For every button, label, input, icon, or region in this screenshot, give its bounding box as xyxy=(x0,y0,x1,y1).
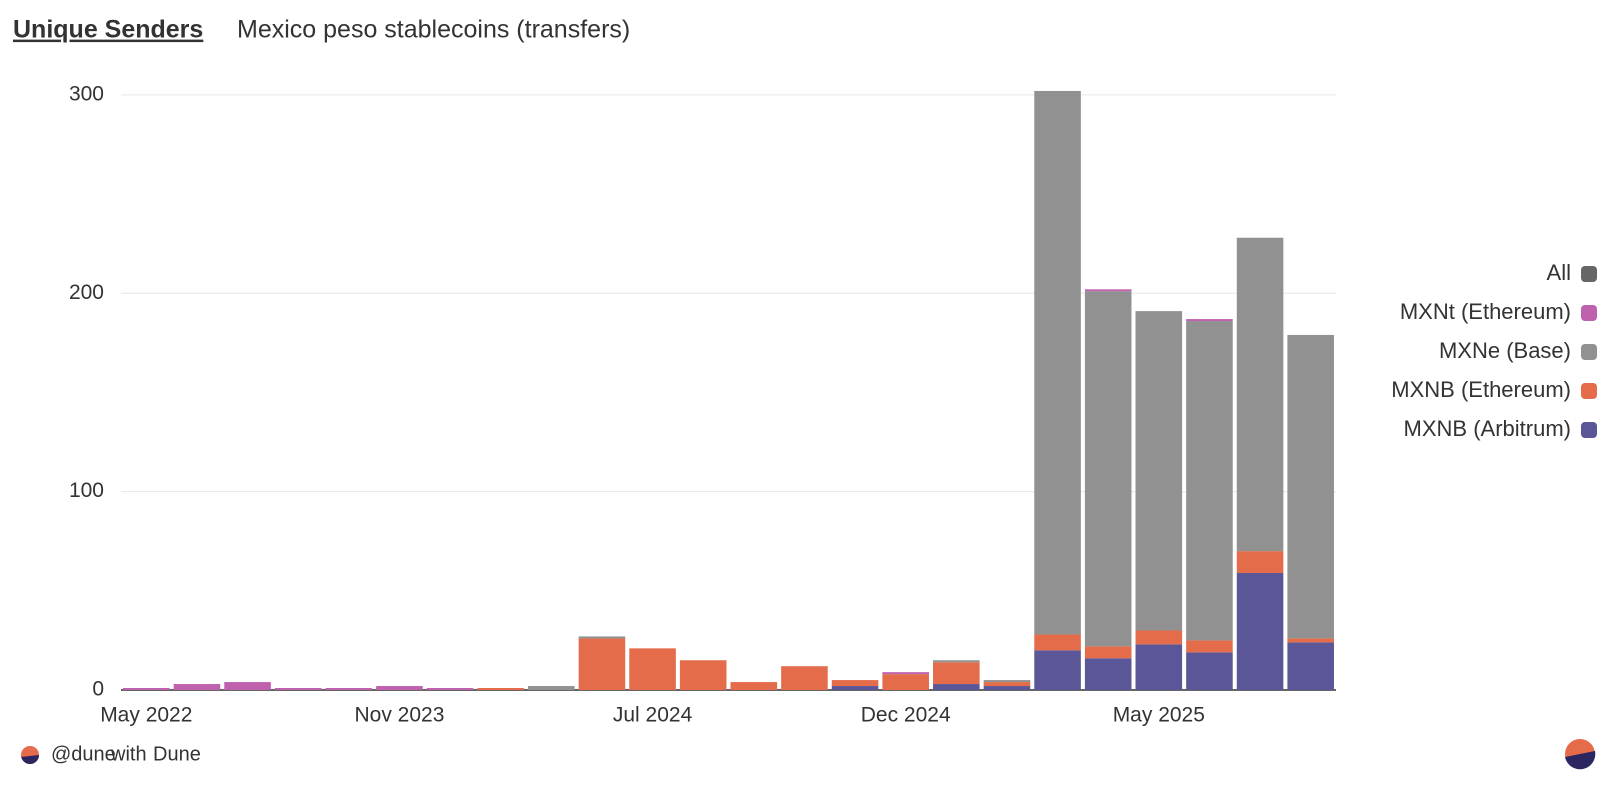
bar-segment xyxy=(983,686,1031,690)
y-tick-label: 100 xyxy=(69,479,104,502)
bar-segment xyxy=(1084,291,1132,647)
bar-segment xyxy=(933,684,980,690)
bar-segment xyxy=(781,666,828,690)
bar-segment xyxy=(1135,630,1183,645)
bar-segment xyxy=(578,638,626,690)
bar-segment xyxy=(376,686,423,690)
bar-segment xyxy=(1084,658,1132,690)
legend-swatch xyxy=(1581,383,1597,399)
bar-segment xyxy=(1135,311,1183,631)
dune-logo-half xyxy=(1565,751,1596,770)
legend-label: All xyxy=(1547,260,1571,285)
legend-label: MXNB (Ethereum) xyxy=(1391,377,1571,402)
bar-segment xyxy=(933,662,980,685)
bar-segment xyxy=(730,682,778,690)
bar-segment xyxy=(426,688,474,690)
x-tick-label: May 2025 xyxy=(1113,704,1205,727)
x-tick-label: May 2022 xyxy=(100,704,192,727)
bar-segment xyxy=(1135,644,1183,690)
bar-segment xyxy=(1236,237,1284,552)
bar-segment xyxy=(1186,319,1233,322)
y-tick-label: 300 xyxy=(69,82,104,105)
y-tick-label: 200 xyxy=(69,281,104,304)
footer-brand[interactable]: Dune xyxy=(153,743,201,765)
bar-segment xyxy=(1186,321,1233,641)
bar-segment xyxy=(477,688,524,690)
y-tick-label: 0 xyxy=(92,678,104,701)
x-tick-label: Dec 2024 xyxy=(861,704,951,727)
bar-segment xyxy=(1287,642,1334,690)
x-tick-label: Jul 2024 xyxy=(613,704,693,727)
bar-segment xyxy=(629,648,676,690)
legend-swatch xyxy=(1581,305,1597,321)
bar-segment xyxy=(679,660,727,690)
footer-logo-half xyxy=(21,755,39,764)
bar-segment xyxy=(1186,652,1233,690)
bar-segment xyxy=(882,672,929,675)
bar-segment xyxy=(173,684,221,690)
legend-swatch xyxy=(1581,344,1597,360)
bar-segment xyxy=(1034,90,1081,635)
bar-segment xyxy=(1084,289,1132,292)
bar-segment xyxy=(578,636,626,639)
bar-segment xyxy=(1287,334,1334,639)
bar-segment xyxy=(325,688,373,690)
bar-segment xyxy=(1034,634,1081,651)
bar-segment xyxy=(1287,638,1334,643)
x-tick-label: Nov 2023 xyxy=(354,704,444,727)
bar-segment xyxy=(1236,551,1284,573)
bar-segment xyxy=(1236,572,1284,690)
bar-segment xyxy=(882,674,929,690)
bar-segment xyxy=(1186,640,1233,653)
footer-with: with xyxy=(110,743,147,765)
bar-segment xyxy=(831,680,879,687)
footer-user: @dune xyxy=(51,743,116,765)
bar-segment xyxy=(933,660,980,663)
bar-segment xyxy=(274,688,322,690)
bar-segment xyxy=(983,680,1031,683)
title[interactable]: Unique Senders xyxy=(13,16,203,44)
bar-segment xyxy=(1034,650,1081,690)
bar-segment xyxy=(983,682,1031,687)
bar-segment xyxy=(1084,646,1132,659)
bar-segment xyxy=(528,686,575,690)
subtitle: Mexico peso stablecoins (transfers) xyxy=(237,16,630,44)
legend-label: MXNe (Base) xyxy=(1439,338,1571,363)
bar-segment xyxy=(123,688,170,690)
legend-label: MXNt (Ethereum) xyxy=(1400,299,1571,324)
legend-swatch xyxy=(1581,266,1597,282)
bar-segment xyxy=(224,682,271,690)
legend-label: MXNB (Arbitrum) xyxy=(1404,416,1571,441)
legend-swatch xyxy=(1581,422,1597,438)
bar-segment xyxy=(831,686,879,690)
